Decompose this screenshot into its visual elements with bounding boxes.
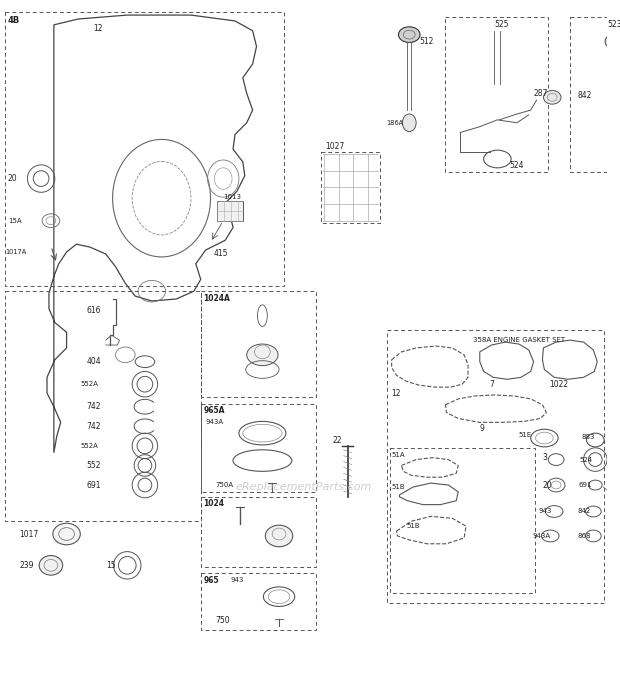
Text: 1027: 1027 [325, 142, 344, 151]
Text: 1024A: 1024A [203, 294, 231, 303]
Text: 524: 524 [580, 457, 593, 463]
Ellipse shape [39, 556, 63, 575]
Text: 20: 20 [8, 174, 17, 183]
Text: 525: 525 [495, 20, 509, 29]
Bar [201, 497, 316, 568]
Text: 358A ENGINE GASKET SET: 358A ENGINE GASKET SET [473, 337, 565, 343]
Text: 965: 965 [203, 575, 219, 584]
Text: 750: 750 [215, 615, 230, 624]
Text: 1013: 1013 [223, 194, 241, 200]
Text: 4B: 4B [8, 17, 20, 26]
Bar [201, 291, 316, 397]
Text: 51E: 51E [519, 432, 532, 438]
Text: 842: 842 [578, 509, 591, 514]
Text: 943: 943 [230, 577, 244, 583]
Text: 1022: 1022 [549, 380, 569, 389]
Ellipse shape [402, 114, 416, 132]
Text: 742: 742 [86, 402, 100, 411]
Bar [5, 12, 284, 286]
Text: 943: 943 [539, 509, 552, 514]
Text: 524: 524 [509, 161, 524, 170]
Text: 943A: 943A [533, 533, 551, 539]
Text: 868: 868 [578, 533, 591, 539]
Text: 12: 12 [93, 24, 102, 33]
Ellipse shape [265, 525, 293, 547]
Bar [387, 331, 604, 602]
Text: 22: 22 [333, 435, 342, 444]
Text: 186A: 186A [387, 120, 404, 125]
Text: 512: 512 [419, 37, 433, 46]
Bar [5, 291, 201, 521]
Text: 1017: 1017 [20, 529, 39, 538]
Text: 523: 523 [607, 20, 620, 29]
Text: 239: 239 [20, 561, 34, 570]
Text: 552A: 552A [80, 443, 98, 449]
Text: 742: 742 [86, 422, 100, 431]
Bar [570, 17, 620, 172]
Text: 12: 12 [392, 389, 401, 398]
Ellipse shape [247, 344, 278, 366]
Text: 691: 691 [578, 482, 592, 488]
Bar [201, 573, 316, 630]
Bar [218, 201, 243, 220]
Bar [201, 404, 316, 492]
Text: 1024: 1024 [203, 499, 224, 508]
Ellipse shape [543, 91, 561, 104]
Text: 943A: 943A [206, 419, 224, 426]
Text: 7: 7 [490, 380, 494, 389]
Bar [390, 448, 534, 593]
Text: 883: 883 [582, 434, 595, 440]
Text: 287: 287 [534, 89, 548, 98]
Text: 9: 9 [480, 423, 485, 432]
Text: 965A: 965A [203, 406, 225, 415]
Text: 15A: 15A [8, 218, 22, 224]
Text: 51B: 51B [406, 523, 420, 529]
Text: 404: 404 [86, 357, 101, 366]
Text: 51A: 51A [392, 452, 405, 457]
Text: 616: 616 [86, 306, 100, 315]
Text: 51B: 51B [392, 484, 405, 490]
Text: 842: 842 [578, 91, 592, 100]
Ellipse shape [399, 27, 420, 42]
Ellipse shape [605, 33, 620, 51]
Bar [446, 17, 548, 172]
Text: 552: 552 [86, 461, 100, 470]
Text: 552A: 552A [80, 381, 98, 387]
Text: 415: 415 [213, 249, 228, 258]
Ellipse shape [53, 523, 80, 545]
Text: 1017A: 1017A [5, 249, 26, 255]
Text: 3: 3 [542, 453, 547, 462]
Text: 750A: 750A [215, 482, 234, 488]
Bar [321, 152, 380, 222]
Text: 20: 20 [542, 480, 552, 489]
Text: 691: 691 [86, 480, 100, 489]
Text: eReplacementParts.com: eReplacementParts.com [236, 482, 372, 492]
Text: 15: 15 [106, 561, 115, 570]
